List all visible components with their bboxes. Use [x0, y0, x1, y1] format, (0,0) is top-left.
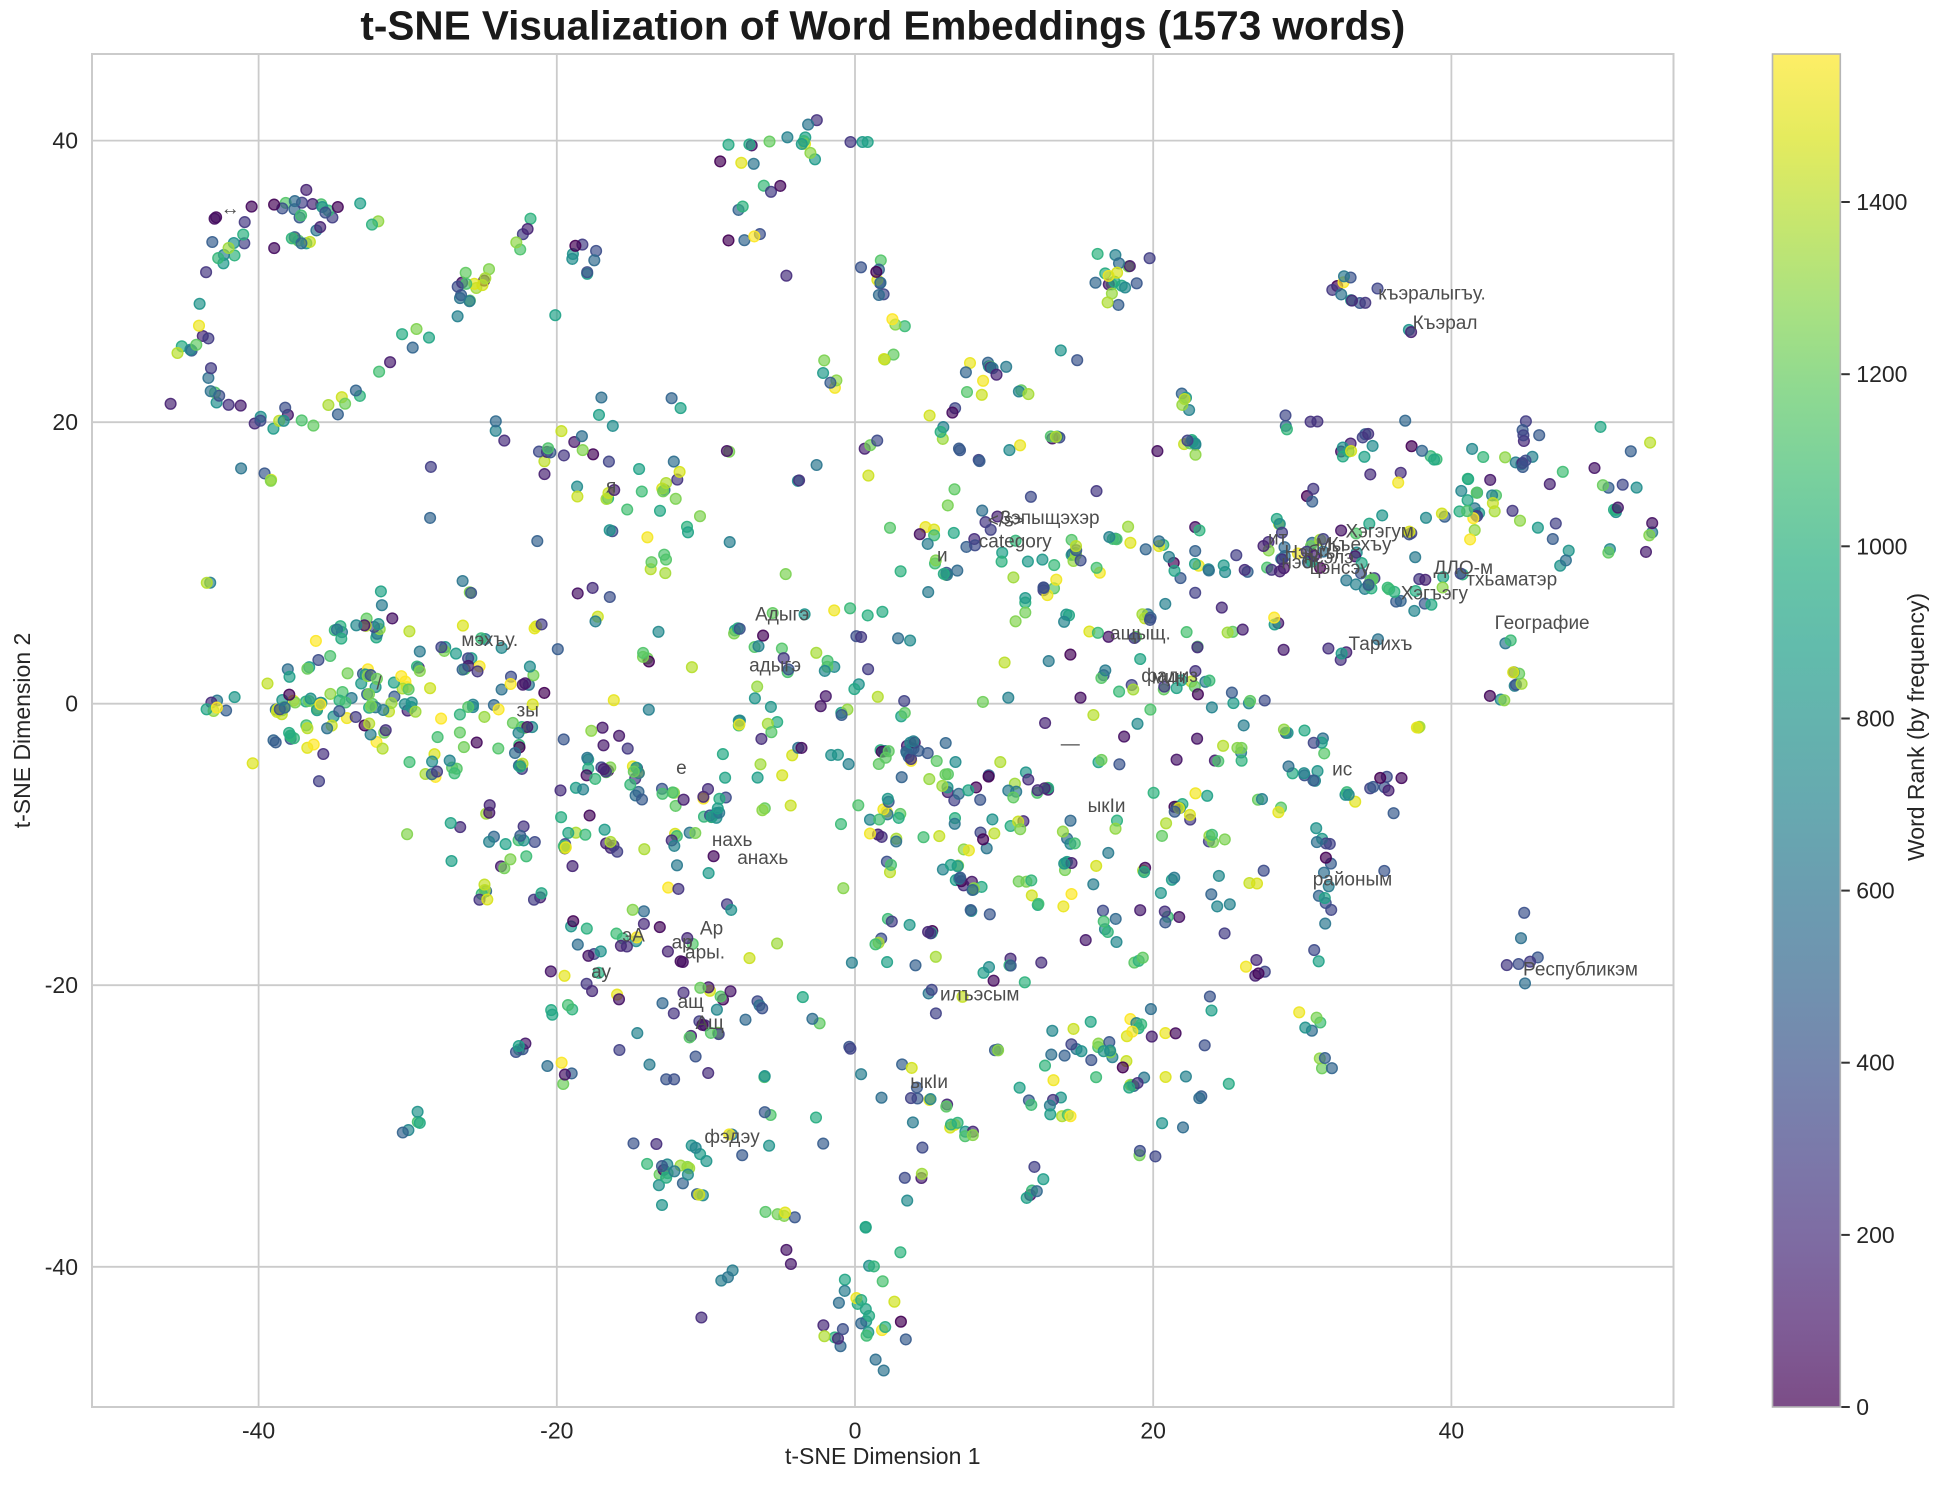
svg-text:1200: 1200 [1856, 361, 1907, 387]
svg-text:ар: ар [672, 933, 693, 954]
svg-text:/: / [376, 674, 382, 695]
svg-text:1000: 1000 [1856, 533, 1907, 559]
svg-text:Word Rank (by frequency): Word Rank (by frequency) [1903, 593, 1929, 861]
svg-text:0: 0 [849, 1418, 862, 1444]
svg-text:мин: мин [1152, 667, 1186, 688]
svg-text:Адыгэ: Адыгэ [755, 605, 809, 626]
svg-text:ащ: ащ [678, 992, 705, 1013]
svg-text:псэлэ: псэлэ [1304, 548, 1354, 569]
svg-text:ары.: ары. [685, 943, 725, 964]
svg-text:600: 600 [1856, 878, 1894, 904]
svg-text:районым: районым [1313, 869, 1393, 890]
svg-text:Хэгэгум: Хэгэгум [1346, 522, 1414, 543]
svg-text:Географие: Географие [1495, 613, 1590, 634]
svg-text:фэдэу: фэдэу [704, 1127, 760, 1148]
svg-text:0: 0 [1856, 1394, 1869, 1420]
svg-text:0: 0 [65, 691, 78, 717]
svg-text:400: 400 [1856, 1050, 1894, 1076]
svg-text:t-SNE Visualization of Word Em: t-SNE Visualization of Word Embeddings (… [360, 3, 1405, 49]
svg-text:category: category [979, 531, 1052, 552]
svg-text:↔: ↔ [221, 199, 240, 220]
svg-text:-40: -40 [242, 1418, 275, 1444]
svg-text:t-SNE Dimension 1: t-SNE Dimension 1 [785, 1443, 981, 1469]
svg-text:къэралыгъу.: къэралыгъу. [1378, 284, 1485, 305]
svg-text:эА: эА [622, 926, 645, 947]
svg-text:Зэпыщэхэр: Зэпыщэхэр [1000, 508, 1100, 529]
svg-text:нэбг: нэбг [1281, 553, 1319, 574]
svg-text:200: 200 [1856, 1222, 1894, 1248]
svg-text:ДЛО-м: ДЛО-м [1434, 558, 1494, 579]
svg-text:адыгэ: адыгэ [749, 655, 801, 676]
svg-text:фадиз: фадиз [1141, 666, 1198, 687]
svg-text:и: и [937, 546, 948, 567]
svg-text:20: 20 [1140, 1418, 1166, 1444]
svg-text:ыкІи: ыкІи [910, 1072, 948, 1093]
svg-text:анахь: анахь [737, 848, 788, 869]
svg-text:ау: ау [591, 962, 611, 983]
svg-text:Мы: Мы [1316, 536, 1345, 557]
svg-text:-40: -40 [45, 1254, 78, 1280]
svg-text:—: — [1061, 734, 1080, 755]
svg-text:мэхъу.: мэхъу. [461, 630, 518, 651]
svg-text:1400: 1400 [1856, 189, 1907, 215]
svg-text:Республикэм: Республикэм [1523, 959, 1638, 980]
svg-text:40: 40 [52, 128, 78, 154]
svg-text:Ар: Ар [700, 919, 723, 940]
svg-text:Нэбгы: Нэбгы [1284, 543, 1339, 564]
svg-text:Къэрал: Къэрал [1413, 313, 1478, 334]
svg-text:зы: зы [517, 700, 539, 721]
svg-text:нахь: нахь [712, 830, 753, 851]
svg-text:Тарихъ: Тарихъ [1349, 634, 1413, 655]
svg-text:-20: -20 [45, 972, 78, 998]
svg-text:илъэсым: илъэсым [940, 985, 1020, 1006]
svg-text:t-SNE Dimension 2: t-SNE Dimension 2 [9, 633, 35, 829]
svg-text:ит: ит [1268, 529, 1288, 550]
svg-text:Ащ: Ащ [696, 1013, 725, 1034]
svg-text:ыкІи: ыкІи [1088, 796, 1126, 817]
svg-text:тхьаматэр: тхьаматэр [1466, 569, 1557, 590]
svg-text:ис: ис [1332, 760, 1352, 781]
svg-text:цэнсэу.: цэнсэу. [1310, 558, 1373, 579]
svg-text:ащыщ.: ащыщ. [1110, 624, 1171, 645]
svg-text:я: я [606, 477, 616, 498]
svg-text:20: 20 [52, 409, 78, 435]
svg-text:-20: -20 [540, 1418, 573, 1444]
svg-text:800: 800 [1856, 706, 1894, 732]
svg-text:</s>: </s> [988, 510, 1025, 531]
svg-text:е: е [676, 758, 687, 779]
svg-text:Хэгъэгу: Хэгъэгу [1401, 584, 1469, 605]
svg-text:40: 40 [1439, 1418, 1465, 1444]
svg-text:Къехъу: Къехъу [1328, 534, 1392, 555]
